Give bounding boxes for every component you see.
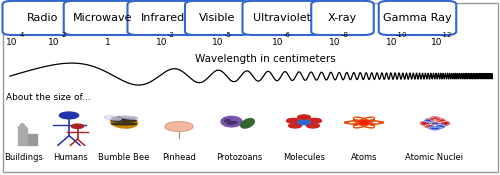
Text: Gamma Ray: Gamma Ray (383, 13, 452, 23)
Circle shape (60, 112, 78, 119)
Text: Bumble Bee: Bumble Bee (98, 153, 150, 162)
Text: 10: 10 (48, 38, 60, 47)
Circle shape (420, 121, 432, 125)
Text: -12: -12 (441, 32, 452, 38)
FancyBboxPatch shape (64, 1, 142, 35)
Text: 1: 1 (104, 38, 110, 47)
Ellipse shape (104, 116, 122, 120)
Text: Radio: Radio (27, 13, 58, 23)
Text: Visible: Visible (200, 13, 235, 23)
Text: 10: 10 (156, 38, 167, 47)
FancyBboxPatch shape (2, 1, 82, 35)
Ellipse shape (110, 117, 138, 128)
Text: -6: -6 (284, 32, 291, 38)
Text: Atomic Nuclei: Atomic Nuclei (405, 153, 463, 162)
Circle shape (286, 118, 300, 123)
Bar (28, 134, 36, 145)
Text: About the size of...: About the size of... (6, 93, 91, 102)
Text: -5: -5 (224, 32, 232, 38)
Text: -8: -8 (342, 32, 348, 38)
Text: 10: 10 (6, 38, 17, 47)
Ellipse shape (112, 120, 136, 122)
Text: 10: 10 (431, 38, 442, 47)
Ellipse shape (240, 119, 254, 128)
FancyBboxPatch shape (185, 1, 250, 35)
Text: 10: 10 (329, 38, 341, 47)
Circle shape (308, 118, 322, 123)
Circle shape (353, 120, 357, 121)
Text: -10: -10 (396, 32, 407, 38)
Text: Molecules: Molecules (283, 153, 325, 162)
Circle shape (288, 123, 302, 128)
Circle shape (298, 120, 310, 125)
Text: -2: -2 (168, 32, 175, 38)
Text: Pinhead: Pinhead (162, 153, 196, 162)
Circle shape (430, 126, 440, 130)
Text: 2: 2 (62, 32, 66, 38)
Text: Humans: Humans (52, 153, 88, 162)
Circle shape (344, 122, 348, 123)
Text: 10: 10 (212, 38, 224, 47)
Circle shape (165, 122, 193, 131)
FancyBboxPatch shape (242, 1, 322, 35)
Polygon shape (18, 123, 27, 128)
Text: Atoms: Atoms (351, 153, 378, 162)
Circle shape (430, 121, 440, 125)
Text: Protozoans: Protozoans (216, 153, 262, 162)
Text: X-ray: X-ray (328, 13, 357, 23)
Text: 10: 10 (272, 38, 283, 47)
Text: 4: 4 (20, 32, 24, 38)
FancyBboxPatch shape (128, 1, 198, 35)
Circle shape (298, 115, 310, 120)
Circle shape (380, 122, 384, 123)
Circle shape (370, 124, 375, 125)
Bar (18, 128, 27, 145)
Circle shape (438, 121, 450, 125)
Ellipse shape (112, 117, 136, 119)
Circle shape (434, 119, 445, 123)
Text: Ultraviolet: Ultraviolet (254, 13, 312, 23)
Ellipse shape (120, 116, 138, 120)
Circle shape (434, 124, 445, 128)
Circle shape (231, 121, 237, 124)
Circle shape (425, 124, 436, 128)
Text: Buildings: Buildings (4, 153, 44, 162)
FancyBboxPatch shape (2, 3, 498, 172)
Circle shape (353, 124, 357, 125)
Text: Microwave: Microwave (73, 13, 132, 23)
Ellipse shape (221, 116, 242, 127)
Ellipse shape (112, 123, 136, 125)
Circle shape (306, 123, 320, 128)
Circle shape (359, 121, 369, 124)
Circle shape (224, 120, 230, 122)
Text: Infrared: Infrared (140, 13, 184, 23)
Circle shape (425, 119, 436, 123)
FancyBboxPatch shape (379, 1, 456, 35)
Text: 10: 10 (386, 38, 397, 47)
Circle shape (228, 122, 234, 124)
FancyBboxPatch shape (311, 1, 374, 35)
Circle shape (430, 117, 440, 121)
Circle shape (72, 124, 84, 128)
Text: Wavelength in centimeters: Wavelength in centimeters (194, 54, 336, 64)
Circle shape (370, 120, 375, 121)
